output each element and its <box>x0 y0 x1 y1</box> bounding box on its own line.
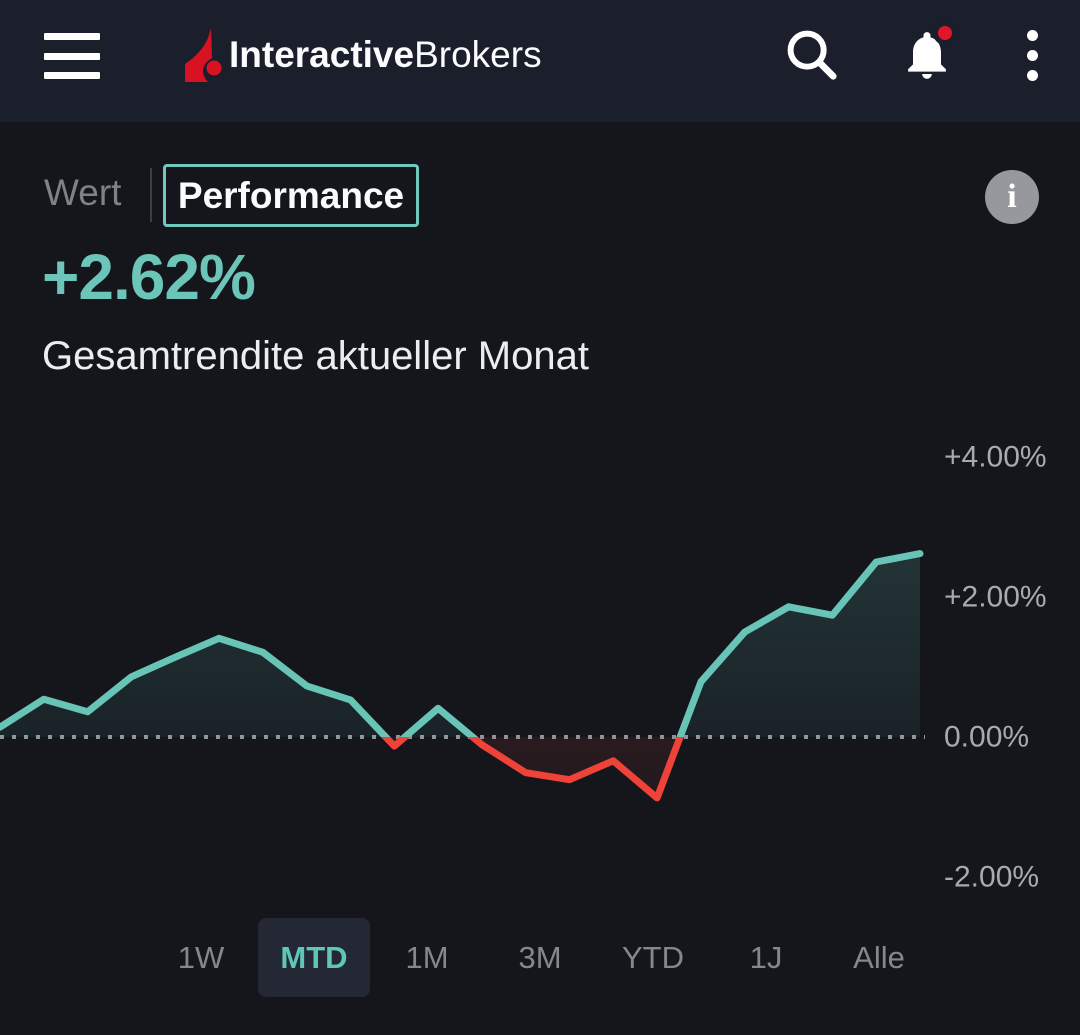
search-button[interactable] <box>776 22 846 88</box>
period-button-ytd[interactable]: YTD <box>597 918 709 997</box>
kebab-icon <box>1008 29 1056 81</box>
y-axis-tick: +2.00% <box>944 581 1047 614</box>
period-selector: 1W MTD 1M 3M YTD 1J Alle <box>145 918 935 997</box>
search-icon <box>787 30 837 80</box>
tab-divider <box>150 168 152 222</box>
top-bar: InteractiveBrokers <box>0 0 1080 122</box>
y-axis-tick: -2.00% <box>944 861 1039 894</box>
info-button[interactable]: i <box>985 170 1039 224</box>
period-button-alle[interactable]: Alle <box>823 918 935 997</box>
overflow-menu-button[interactable] <box>1008 22 1056 88</box>
period-button-1w[interactable]: 1W <box>145 918 257 997</box>
brand-name: InteractiveBrokers <box>229 34 542 75</box>
y-axis-tick: +4.00% <box>944 441 1047 474</box>
y-axis-tick: 0.00% <box>944 721 1029 754</box>
period-button-1j[interactable]: 1J <box>710 918 822 997</box>
period-button-mtd[interactable]: MTD <box>258 918 370 997</box>
performance-chart[interactable]: +4.00% +2.00% 0.00% -2.00% <box>0 430 1080 910</box>
notifications-button[interactable] <box>892 20 962 90</box>
period-button-1m[interactable]: 1M <box>371 918 483 997</box>
view-toggle: Wert Performance i <box>0 160 1080 230</box>
hamburger-menu-button[interactable] <box>44 33 100 79</box>
period-button-3m[interactable]: 3M <box>484 918 596 997</box>
notification-dot <box>933 21 957 45</box>
y-axis-labels: +4.00% +2.00% 0.00% -2.00% <box>944 441 1047 894</box>
performance-subtitle: Gesamtrendite aktueller Monat <box>42 334 589 378</box>
tab-wert[interactable]: Wert <box>44 172 122 213</box>
tab-performance[interactable]: Performance <box>163 164 419 227</box>
brand-logo: InteractiveBrokers <box>185 27 542 83</box>
area-fill-positive <box>0 553 920 737</box>
performance-value: +2.62% <box>42 241 256 313</box>
hamburger-icon <box>44 33 100 40</box>
bell-icon <box>908 32 946 79</box>
performance-line-positive <box>0 550 924 737</box>
ibkr-logo-icon <box>185 28 222 82</box>
